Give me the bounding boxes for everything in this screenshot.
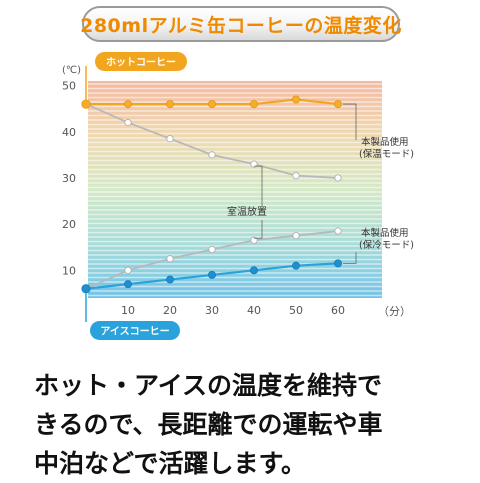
cold-start-label-pill [90,321,180,340]
data-point [249,100,258,109]
y-axis-unit: (℃) [62,65,81,76]
plot-background [88,81,382,298]
data-point [334,174,342,182]
data-point [291,261,300,270]
data-point [208,245,216,254]
caption-line-1: ホット・アイスの温度を維持で [34,371,383,400]
data-point [165,275,174,284]
data-point [165,100,174,109]
x-tick-label: 20 [163,304,177,317]
x-tick-label: 50 [289,304,303,317]
y-tick-label: 20 [62,218,76,231]
data-point [166,135,174,143]
y-tick-label: 50 [62,80,76,93]
data-point [124,118,132,127]
caption-line-2: きるので、長距離での運転や車 [34,410,383,439]
data-point [250,236,258,244]
x-tick-label: 60 [331,304,345,317]
x-tick-label: 10 [121,304,135,317]
cold-start-label: アイスコーヒー [100,326,169,338]
data-point [124,266,132,274]
data-point [207,100,216,109]
warm-mode-bracket [343,103,357,140]
cool-mode-bracket [343,252,357,264]
x-tick-label: 30 [205,304,219,317]
chart-title: 280mlアルミ缶コーヒーの温度変化 [80,14,402,37]
chart-title-pill: 280mlアルミ缶コーヒーの温度変化 [80,6,402,42]
data-point [291,95,300,104]
hot-start-label: ホットコーヒー [106,57,176,69]
data-point [124,100,133,109]
data-point [124,280,133,289]
y-tick-label: 30 [62,172,76,185]
cool-mode-label-1: 本製品使用 [361,227,409,239]
data-point [166,255,174,263]
temperature-chart: 10 20 30 40 50 10 20 30 40 50 60 (℃) （分） ホットコーヒーアイスコ… [62,52,414,340]
data-point [207,270,216,279]
room-temp-bracket-up [254,165,263,206]
data-point [292,172,300,180]
hot-start-point [81,99,91,109]
data-point [292,232,300,240]
data-point [334,227,342,235]
data-point [249,266,258,275]
room-temp-bracket-down [254,220,263,239]
x-axis-unit: （分） [378,305,411,318]
room-temp-label: 室温放置 [227,205,267,218]
cold-start-point [81,284,91,294]
warm-mode-label-1: 本製品使用 [361,136,409,148]
y-tick-label: 10 [62,264,76,277]
caption-line-3: 中泊などで活躍します。 [34,449,307,478]
y-tick-label: 40 [62,126,76,139]
x-tick-label: 40 [247,304,261,317]
caption: ホット・アイスの温度を維持で きるので、長距離での運転や車 中泊などで活躍します… [34,366,454,483]
cool-mode-label-2: (保冷モード) [359,239,414,251]
hot-start-label-pill [95,52,187,71]
warm-mode-label-2: (保温モード) [359,148,414,160]
data-point [208,151,216,159]
data-point [333,259,342,268]
data-point [333,100,342,109]
